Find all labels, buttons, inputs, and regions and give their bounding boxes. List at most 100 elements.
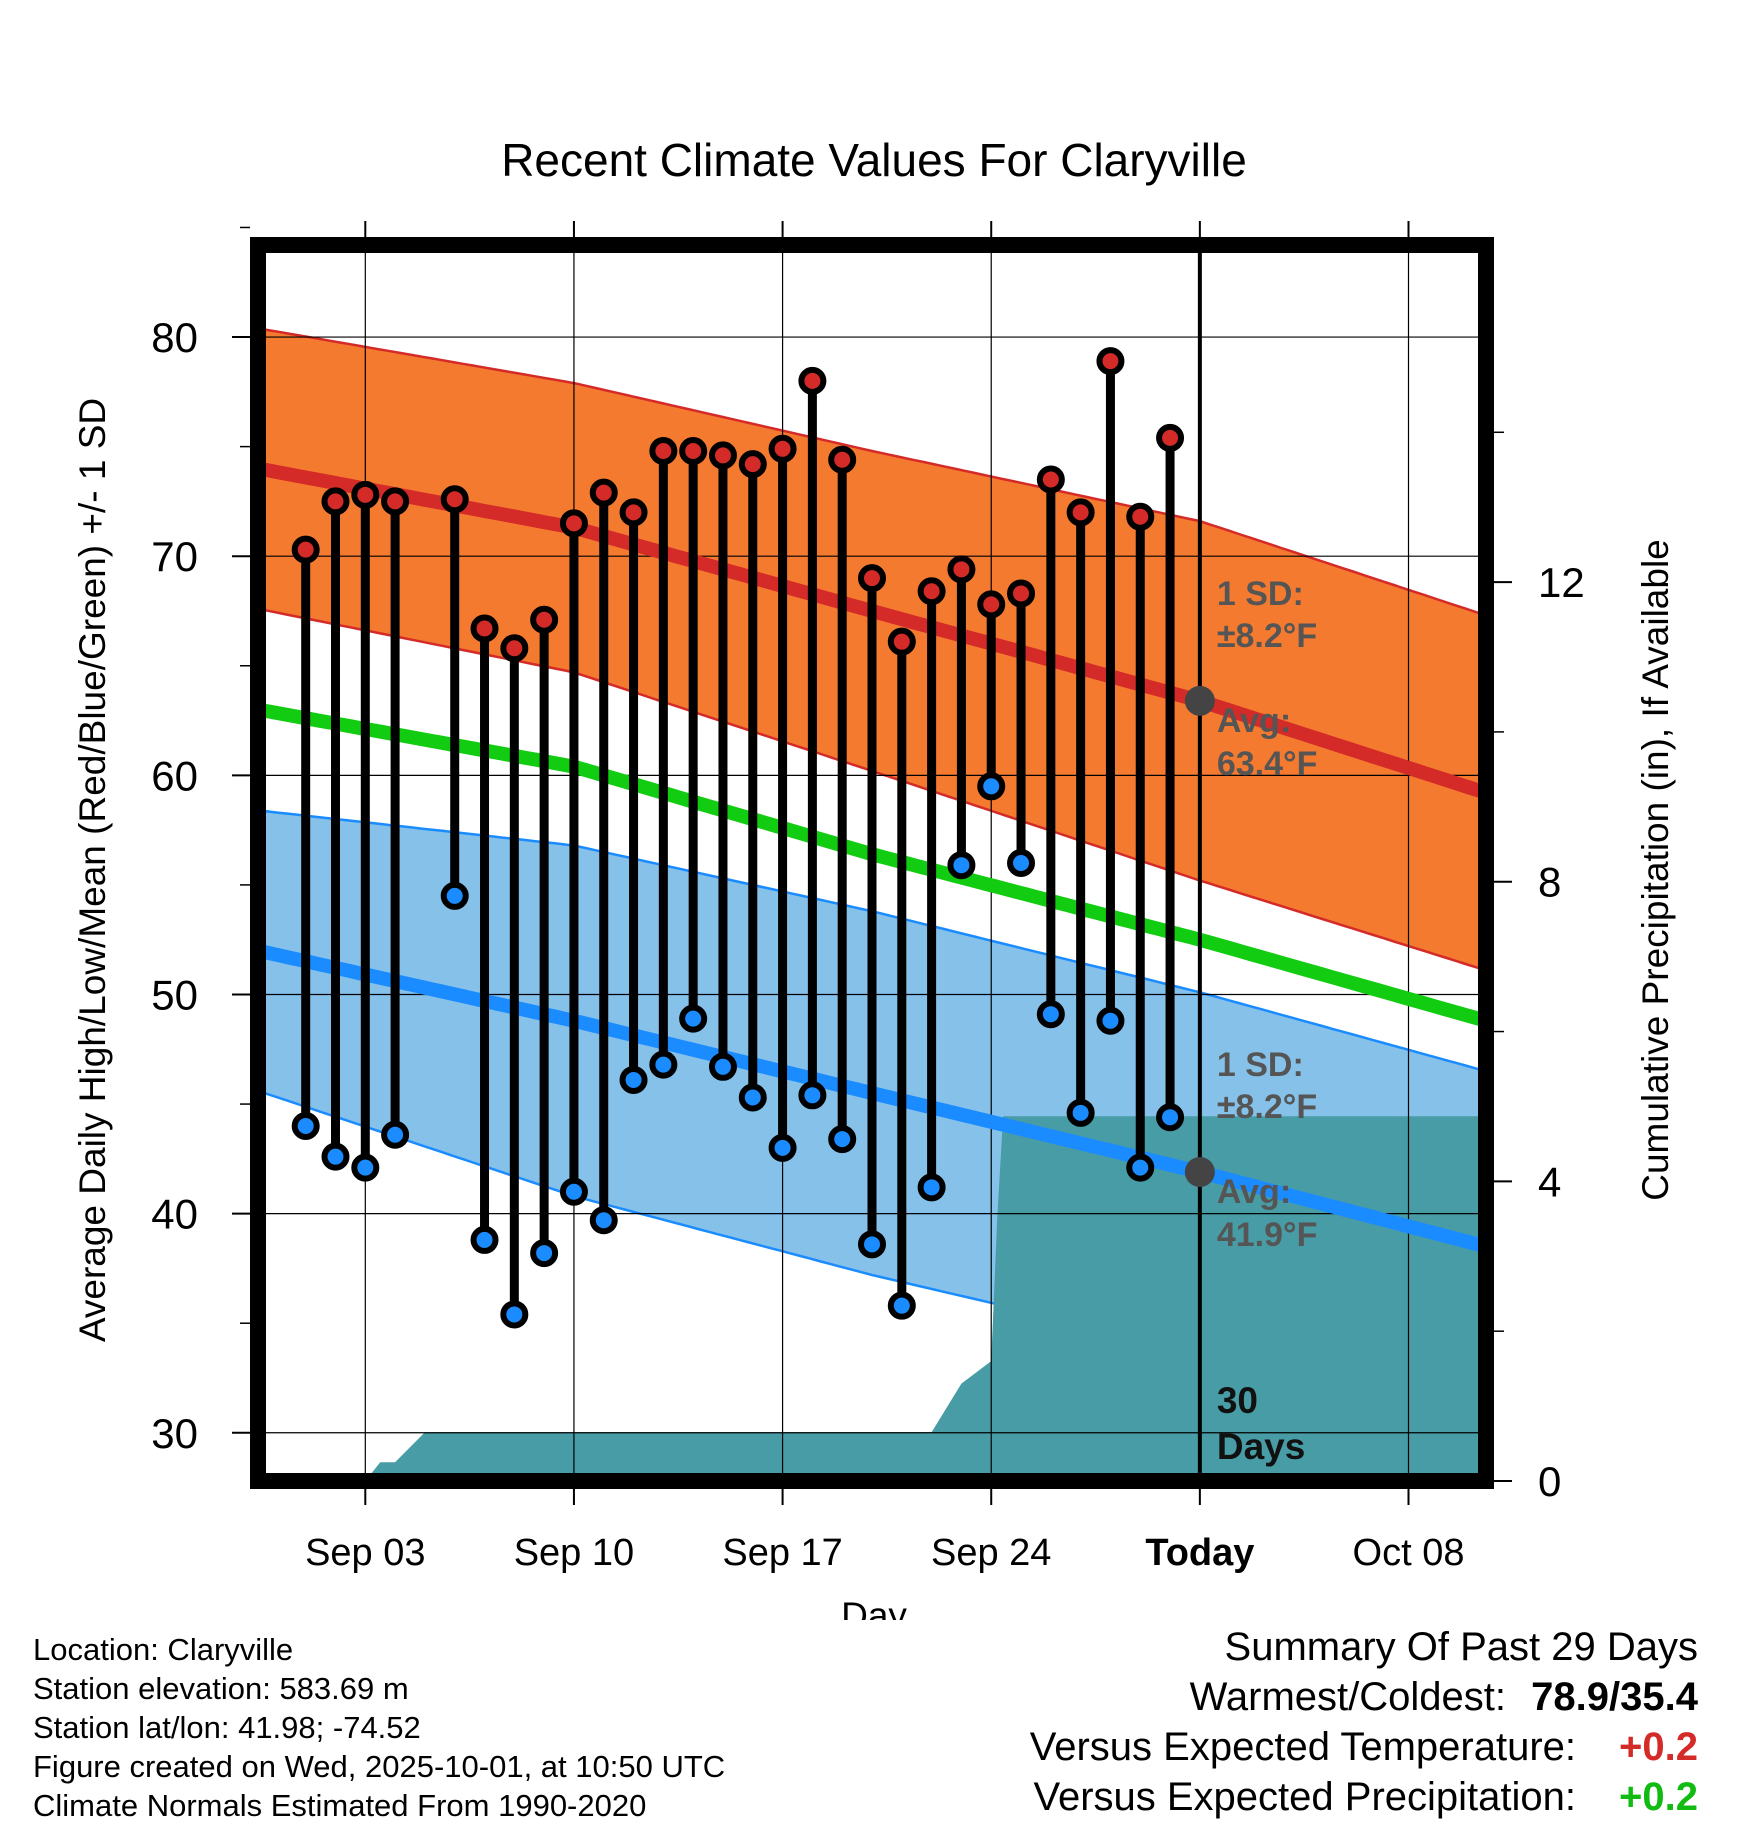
high-temp-point: [679, 437, 708, 465]
latlon-text: Station lat/lon: 41.98; -74.52: [33, 1710, 421, 1745]
high-temp-point: [619, 498, 648, 527]
high-temp-point: [708, 441, 737, 470]
high-temp-point: [559, 509, 588, 538]
high-temp-point: [917, 577, 946, 606]
high-temp-point: [798, 366, 827, 395]
y-axis-label: Average Daily High/Low/Mean (Red/Blue/Gr…: [72, 398, 113, 1342]
summary-precip-row: Versus Expected Precipitation: +0.2: [1030, 1772, 1698, 1822]
low-temp-point: [1096, 1006, 1125, 1035]
high-temp-point: [887, 627, 916, 656]
summary-title: Summary Of Past 29 Days: [1224, 1625, 1698, 1669]
low-temp-point: [1126, 1153, 1155, 1182]
y2-tick-label: 0: [1538, 1458, 1561, 1505]
high-temp-point: [470, 614, 499, 643]
high-avg-label: Avg:: [1217, 702, 1291, 740]
low-temp-point: [500, 1300, 529, 1329]
warmest-value: 78.9/35.4: [1531, 1675, 1698, 1719]
created-text: Figure created on Wed, 2025-10-01, at 10…: [33, 1749, 726, 1784]
y-tick-label: 40: [151, 1191, 198, 1238]
low-temp-point: [1036, 1000, 1065, 1029]
high-temp-point: [947, 555, 976, 584]
y2-tick-label: 4: [1538, 1158, 1561, 1205]
high-temp-point: [321, 487, 350, 516]
low-temp-point: [291, 1111, 320, 1140]
today-days-label: Days: [1217, 1426, 1305, 1467]
high-temp-point: [1126, 502, 1155, 531]
summary-warmest-row: Warmest/Coldest: 78.9/35.4: [1030, 1672, 1698, 1722]
low-temp-point: [798, 1081, 827, 1110]
high-sd-value: ±8.2°F: [1217, 617, 1317, 655]
high-band-upper-edge: [258, 327, 1486, 617]
high-temp-point: [500, 634, 529, 663]
high-temp-point: [381, 487, 410, 516]
warmest-label: Warmest/Coldest:: [1189, 1675, 1506, 1719]
climate-chart: Recent Climate Values For Claryville 1 S…: [72, 134, 1676, 1620]
station-info: Location: Claryville Station elevation: …: [33, 1630, 725, 1825]
low-temp-point: [1007, 849, 1036, 877]
today-normal-high-marker: [1184, 685, 1215, 716]
high-temp-point: [1096, 347, 1125, 376]
high-sd-label: 1 SD:: [1217, 575, 1304, 613]
precipitation-area: [258, 1116, 1486, 1481]
low-temp-point: [470, 1225, 499, 1254]
high-temp-point: [858, 564, 886, 593]
low-temp-point: [559, 1177, 588, 1206]
precip-value: +0.2: [1619, 1775, 1698, 1819]
low-temp-point: [440, 881, 469, 910]
high-temp-point: [589, 478, 618, 507]
low-temp-point: [649, 1050, 678, 1079]
summary-temp-row: Versus Expected Temperature: +0.2: [1030, 1722, 1698, 1772]
low-temp-point: [708, 1052, 737, 1081]
high-temp-point: [738, 450, 767, 479]
x-tick-label: Sep 17: [722, 1532, 842, 1574]
low-temp-point: [1066, 1098, 1095, 1127]
low-temp-point: [917, 1173, 946, 1202]
temp-value: +0.2: [1619, 1725, 1698, 1769]
low-avg-label: Avg:: [1217, 1173, 1291, 1211]
y2-tick-label: 12: [1538, 559, 1585, 606]
location-text: Location: Claryville: [33, 1632, 294, 1667]
low-temp-point: [679, 1004, 708, 1033]
low-temp-point: [858, 1230, 886, 1259]
high-temp-point: [1066, 498, 1095, 527]
temp-label: Versus Expected Temperature:: [1029, 1725, 1576, 1769]
chart-title: Recent Climate Values For Claryville: [501, 134, 1247, 186]
x-tick-label: Sep 24: [931, 1532, 1051, 1574]
low-temp-point: [947, 851, 976, 880]
low-temp-point: [530, 1239, 559, 1268]
low-temp-point: [887, 1291, 916, 1320]
high-temp-point: [1156, 423, 1185, 452]
low-temp-point: [738, 1083, 767, 1112]
x-tick-label: Today: [1145, 1532, 1254, 1574]
high-temp-point: [649, 437, 678, 465]
low-temp-point: [828, 1125, 857, 1154]
y2-axis-label: Cumulative Precipitation (in), If Availa…: [1635, 539, 1676, 1201]
high-temp-point: [351, 480, 380, 509]
normals-text: Climate Normals Estimated From 1990-2020: [33, 1788, 647, 1823]
today-days-label: 30: [1217, 1380, 1258, 1421]
low-avg-value: 41.9°F: [1217, 1216, 1318, 1254]
y-tick-label: 60: [151, 752, 198, 799]
low-temp-point: [619, 1065, 648, 1094]
y-tick-label: 70: [151, 533, 198, 580]
high-temp-point: [977, 590, 1006, 619]
y-tick-label: 80: [151, 314, 198, 361]
low-temp-point: [977, 772, 1006, 801]
x-tick-label: Oct 08: [1353, 1532, 1465, 1574]
low-temp-point: [1156, 1103, 1185, 1132]
high-temp-point: [768, 434, 797, 463]
low-temp-point: [321, 1142, 350, 1171]
y2-tick-label: 8: [1538, 859, 1561, 906]
high-temp-point: [1007, 579, 1036, 608]
low-sd-value: ±8.2°F: [1217, 1088, 1317, 1126]
high-temp-point: [530, 605, 559, 634]
plot-frame: [250, 237, 1494, 1489]
high-temp-point: [1036, 465, 1065, 494]
low-temp-point: [351, 1153, 380, 1182]
high-avg-value: 63.4°F: [1217, 745, 1318, 783]
high-temp-point: [828, 445, 857, 474]
high-temp-point: [440, 485, 469, 514]
x-tick-label: Sep 03: [305, 1532, 425, 1574]
high-temp-point: [291, 535, 320, 564]
low-sd-label: 1 SD:: [1217, 1046, 1304, 1084]
